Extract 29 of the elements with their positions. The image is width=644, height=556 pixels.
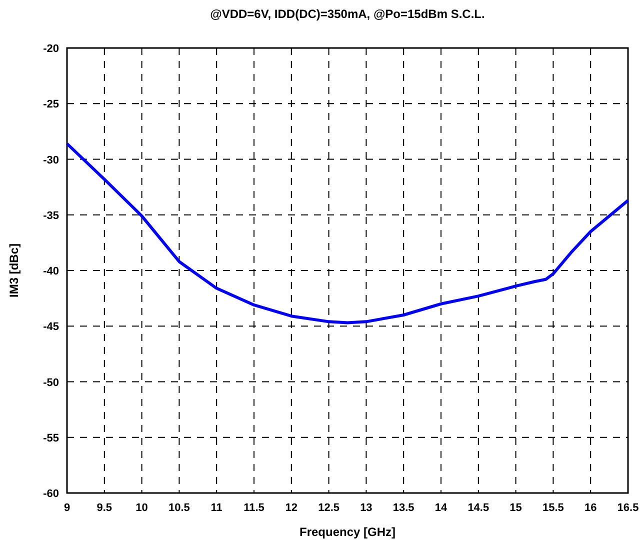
- y-tick-label: -55: [43, 432, 59, 444]
- y-tick-label: -30: [43, 154, 59, 166]
- x-tick-label: 12: [285, 502, 298, 514]
- x-axis-title: Frequency [GHz]: [299, 525, 396, 539]
- y-tick-label: -50: [43, 376, 59, 389]
- x-tick-label: 16.5: [617, 502, 639, 514]
- x-tick-label: 14.5: [468, 502, 490, 514]
- x-tick-label: 10: [136, 502, 148, 514]
- x-tick-label: 13: [360, 502, 372, 514]
- line-series: [66, 142, 630, 324]
- x-tick-label: 9.5: [96, 502, 112, 514]
- x-tick-label: 11.5: [244, 502, 264, 514]
- y-tick-label: -25: [43, 98, 59, 111]
- x-tick-label: 12.5: [318, 502, 340, 514]
- chart-title: @VDD=6V, IDD(DC)=350mA, @Po=15dBm S.C.L.: [210, 7, 485, 21]
- y-tick-label: -35: [43, 210, 59, 222]
- x-tick-label: 11: [210, 502, 222, 514]
- y-tick-label: -45: [43, 321, 59, 334]
- x-tick-label: 13.5: [392, 502, 414, 514]
- y-tick-label: -40: [43, 266, 59, 278]
- x-tick-label: 9: [64, 502, 70, 514]
- y-axis-title: IM3 [dBc]: [7, 243, 21, 298]
- x-tick-label: 15.5: [542, 502, 564, 514]
- x-tick-label: 10.5: [168, 502, 190, 514]
- x-tick-label: 15: [510, 502, 522, 514]
- y-tick-label: -20: [43, 43, 59, 55]
- x-tick-label: 16: [584, 502, 597, 514]
- y-tick-label: -60: [43, 488, 59, 500]
- x-tick-label: 14: [434, 502, 448, 514]
